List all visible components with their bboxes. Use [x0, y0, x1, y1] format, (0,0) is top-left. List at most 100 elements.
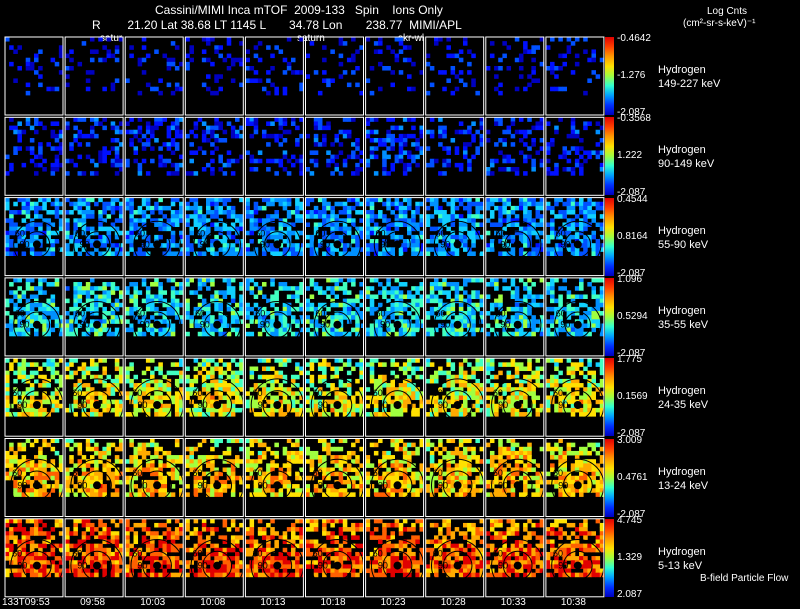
heatmap-cell: [226, 205, 232, 211]
heatmap-cell: [535, 125, 541, 131]
heatmap-cell: [73, 302, 78, 308]
heatmap-cell: [201, 129, 207, 135]
heatmap-cell: [454, 391, 460, 396]
heatmap-cell: [239, 302, 244, 308]
heatmap-cell: [50, 484, 56, 489]
heatmap-cell: [407, 154, 412, 160]
heatmap-cell: [531, 57, 536, 63]
heatmap-cell: [467, 407, 472, 413]
heatmap-cell: [50, 251, 56, 256]
heatmap-cell: [554, 277, 559, 283]
heatmap-cell: [141, 319, 147, 324]
heatmap-cell: [355, 251, 360, 256]
heatmap-cell: [326, 121, 331, 126]
contour-30: [143, 311, 171, 338]
heatmap-cell: [239, 366, 244, 372]
heatmap-cell: [398, 311, 404, 316]
heatmap-cell: [450, 205, 456, 211]
heatmap-cell: [21, 399, 27, 405]
heatmap-cell: [467, 158, 472, 164]
heatmap-cell: [518, 129, 524, 135]
heatmap-cell: [523, 323, 528, 329]
heatmap-cell: [502, 53, 507, 59]
heatmap-cell: [201, 362, 207, 367]
heatmap-cell: [570, 171, 576, 176]
heatmap-cell: [514, 315, 520, 320]
heatmap-cell: [235, 331, 240, 337]
heatmap-cell: [206, 129, 211, 135]
heatmap-cell: [98, 412, 103, 417]
contour-label: 60: [313, 388, 323, 398]
heatmap-cell: [373, 146, 379, 151]
contour-60: [554, 301, 602, 349]
heatmap-cell: [386, 117, 391, 122]
heatmap-cell: [566, 49, 572, 54]
heatmap-cell: [77, 222, 83, 227]
heatmap-cell: [545, 167, 551, 172]
contour-30: [83, 311, 111, 338]
contour-label: 90: [198, 400, 208, 410]
heatmap-cell: [274, 117, 279, 122]
heatmap-cell: [309, 41, 315, 46]
heatmap-cell: [407, 391, 412, 396]
heatmap-cell: [257, 78, 263, 83]
heatmap-cell: [514, 374, 520, 380]
heatmap-cell: [475, 391, 480, 396]
heatmap-cell: [50, 407, 56, 413]
heatmap-cell: [278, 121, 284, 126]
heatmap-cell: [342, 306, 348, 312]
heatmap-cell: [201, 57, 207, 63]
heatmap-cell: [351, 247, 356, 252]
panel-r0-c4: [244, 36, 304, 116]
heatmap-cell: [98, 294, 103, 300]
heatmap-cell: [309, 158, 315, 164]
heatmap-cell: [54, 146, 60, 151]
heatmap-cell: [253, 45, 259, 50]
heatmap-cell: [166, 323, 172, 329]
heatmap-cell: [249, 306, 255, 312]
heatmap-cell: [166, 218, 172, 223]
heatmap-cell: [558, 117, 563, 122]
heatmap-cell: [338, 41, 344, 46]
heatmap-cell: [197, 218, 203, 223]
heatmap-cell: [535, 383, 541, 388]
heatmap-cell: [69, 210, 74, 215]
heatmap-cell: [313, 311, 319, 316]
heatmap-cell: [54, 319, 60, 324]
heatmap-cell: [38, 251, 43, 256]
heatmap-cell: [591, 412, 597, 417]
heatmap-cell: [94, 286, 99, 291]
contour-60: [494, 301, 542, 349]
heatmap-cell: [278, 226, 284, 232]
heatmap-cell: [166, 407, 172, 413]
heatmap-cell: [527, 230, 532, 236]
heatmap-cell: [326, 277, 331, 283]
heatmap-cell: [145, 125, 151, 131]
heatmap-cell: [21, 467, 27, 473]
heatmap-cell: [58, 201, 64, 207]
heatmap-cell: [50, 133, 56, 139]
heatmap-cell: [475, 387, 480, 392]
heatmap-cell: [50, 366, 56, 372]
heatmap-cell: [450, 286, 456, 291]
heatmap-cell: [5, 399, 10, 405]
heatmap-cell: [378, 327, 383, 333]
heatmap-cell: [185, 171, 190, 176]
heatmap-cell: [54, 323, 60, 329]
heatmap-cell: [599, 214, 605, 219]
heatmap-cell: [162, 53, 168, 59]
heatmap-cell: [253, 218, 259, 223]
heatmap-cell: [257, 218, 263, 223]
heatmap-cell: [150, 327, 155, 333]
heatmap-cell: [419, 234, 424, 240]
heatmap-cell: [129, 45, 134, 50]
units-label-line2: (cm²-sr-s-keV)⁻¹: [683, 18, 756, 29]
heatmap-cell: [433, 247, 439, 252]
heatmap-cell: [574, 387, 580, 392]
heatmap-cell: [591, 234, 597, 240]
heatmap-cell: [170, 399, 176, 405]
panel-frame: [305, 116, 364, 196]
contour-30: [264, 311, 291, 338]
heatmap-cell: [158, 121, 163, 126]
heatmap-cell: [458, 387, 464, 392]
